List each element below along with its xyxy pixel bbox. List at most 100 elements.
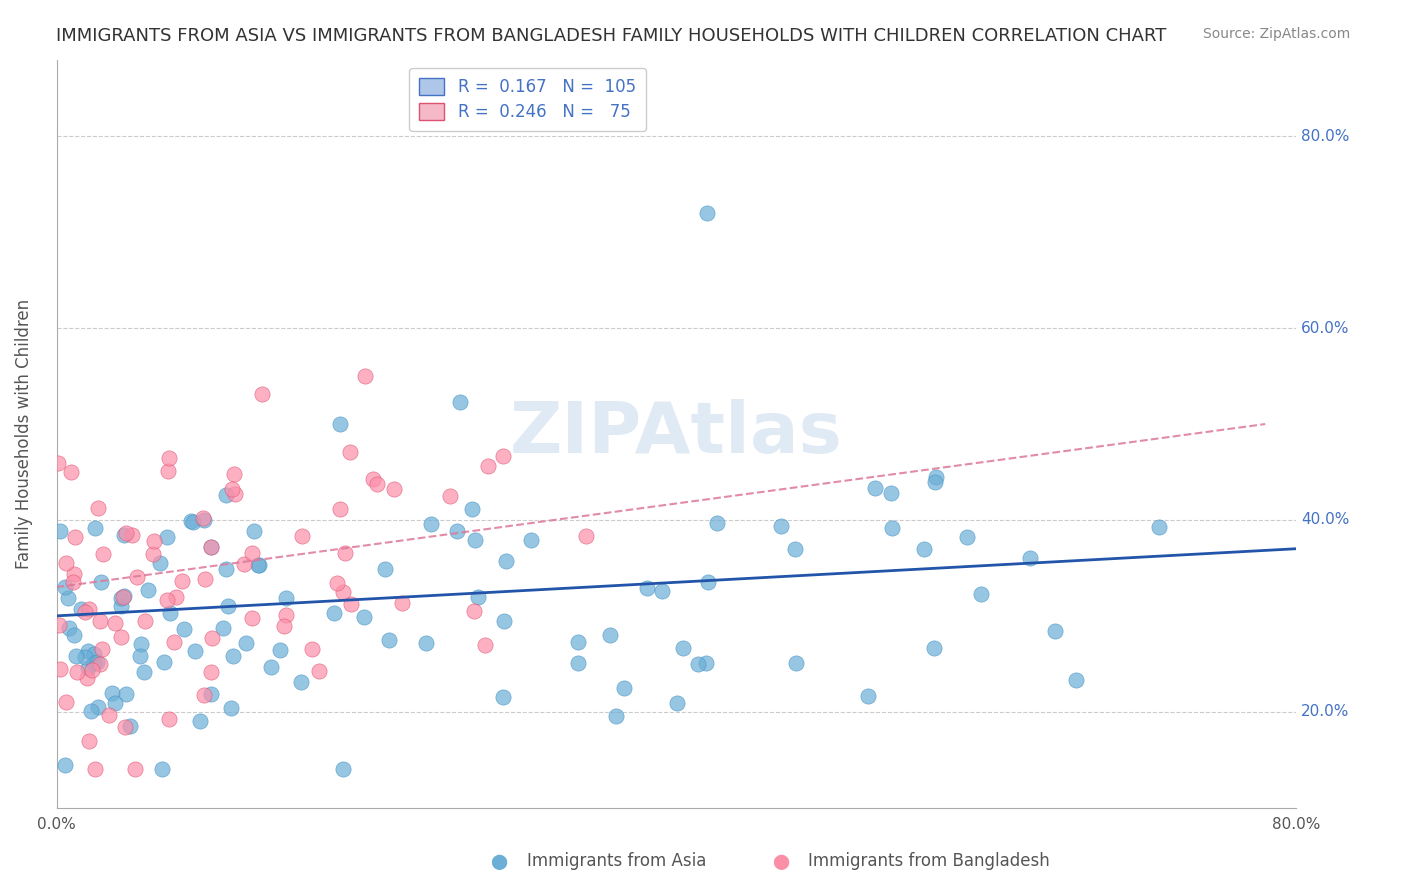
- Point: [83, 521, 105, 535]
- Point: [55, 556, 77, 570]
- Y-axis label: Family Households with Children: Family Households with Children: [15, 299, 32, 569]
- Point: [391, 597, 413, 611]
- Point: [333, 546, 356, 560]
- Text: Immigrants from Bangladesh: Immigrants from Bangladesh: [808, 852, 1050, 870]
- Point: [785, 657, 807, 671]
- Point: [863, 481, 886, 495]
- Point: [301, 641, 323, 656]
- Point: [250, 387, 273, 401]
- Point: [194, 572, 217, 586]
- Point: [323, 607, 346, 621]
- Point: [77, 733, 100, 747]
- Point: [613, 681, 636, 695]
- Text: ⬤: ⬤: [772, 855, 789, 870]
- Point: [222, 467, 245, 481]
- Point: [193, 511, 215, 525]
- Point: [66, 665, 89, 679]
- Point: [188, 714, 211, 728]
- Point: [233, 557, 256, 571]
- Point: [46, 456, 69, 470]
- Point: [200, 665, 222, 679]
- Point: [124, 762, 146, 776]
- Point: [163, 635, 186, 649]
- Point: [80, 663, 103, 677]
- Point: [156, 530, 179, 544]
- Point: [339, 444, 361, 458]
- Point: [112, 528, 135, 542]
- Point: [63, 531, 86, 545]
- Point: [290, 675, 312, 690]
- Point: [193, 513, 215, 527]
- Point: [118, 719, 141, 733]
- Point: [269, 643, 291, 657]
- Point: [173, 623, 195, 637]
- Point: [200, 541, 222, 555]
- Point: [83, 647, 105, 661]
- Point: [956, 530, 979, 544]
- Point: [193, 689, 215, 703]
- Point: [97, 707, 120, 722]
- Point: [156, 593, 179, 607]
- Point: [112, 589, 135, 603]
- Point: [219, 701, 242, 715]
- Text: Immigrants from Asia: Immigrants from Asia: [527, 852, 707, 870]
- Point: [240, 546, 263, 560]
- Text: 80.0%: 80.0%: [1301, 128, 1350, 144]
- Point: [460, 502, 482, 516]
- Point: [599, 628, 621, 642]
- Point: [1066, 673, 1088, 688]
- Point: [329, 417, 352, 431]
- Point: [672, 640, 695, 655]
- Point: [157, 712, 180, 726]
- Point: [467, 590, 489, 604]
- Point: [49, 662, 72, 676]
- Point: [86, 656, 108, 670]
- Point: [153, 656, 176, 670]
- Point: [856, 689, 879, 703]
- Point: [495, 554, 517, 568]
- Point: [90, 642, 112, 657]
- Point: [924, 640, 946, 655]
- Point: [159, 606, 181, 620]
- Point: [91, 547, 114, 561]
- Point: [325, 576, 347, 591]
- Point: [340, 597, 363, 611]
- Text: 20.0%: 20.0%: [1301, 705, 1350, 719]
- Point: [706, 516, 728, 530]
- Point: [374, 561, 396, 575]
- Point: [87, 500, 110, 515]
- Point: [567, 656, 589, 670]
- Point: [142, 547, 165, 561]
- Point: [112, 591, 135, 605]
- Point: [134, 614, 156, 628]
- Point: [128, 649, 150, 664]
- Point: [73, 605, 96, 619]
- Point: [567, 634, 589, 648]
- Point: [76, 671, 98, 685]
- Point: [247, 558, 270, 572]
- Point: [925, 469, 948, 483]
- Point: [49, 524, 72, 539]
- Point: [184, 643, 207, 657]
- Point: [114, 720, 136, 734]
- Point: [492, 450, 515, 464]
- Point: [221, 482, 243, 496]
- Point: [150, 762, 173, 776]
- Point: [273, 619, 295, 633]
- Text: ⬤: ⬤: [491, 855, 508, 870]
- Point: [87, 699, 110, 714]
- Point: [464, 533, 486, 547]
- Point: [136, 582, 159, 597]
- Point: [221, 649, 243, 664]
- Point: [215, 562, 238, 576]
- Point: [332, 585, 354, 599]
- Point: [880, 521, 903, 535]
- Point: [575, 529, 598, 543]
- Text: Source: ZipAtlas.com: Source: ZipAtlas.com: [1202, 27, 1350, 41]
- Point: [110, 599, 132, 614]
- Point: [180, 514, 202, 528]
- Point: [329, 502, 352, 516]
- Point: [378, 632, 401, 647]
- Point: [274, 607, 297, 622]
- Point: [686, 657, 709, 672]
